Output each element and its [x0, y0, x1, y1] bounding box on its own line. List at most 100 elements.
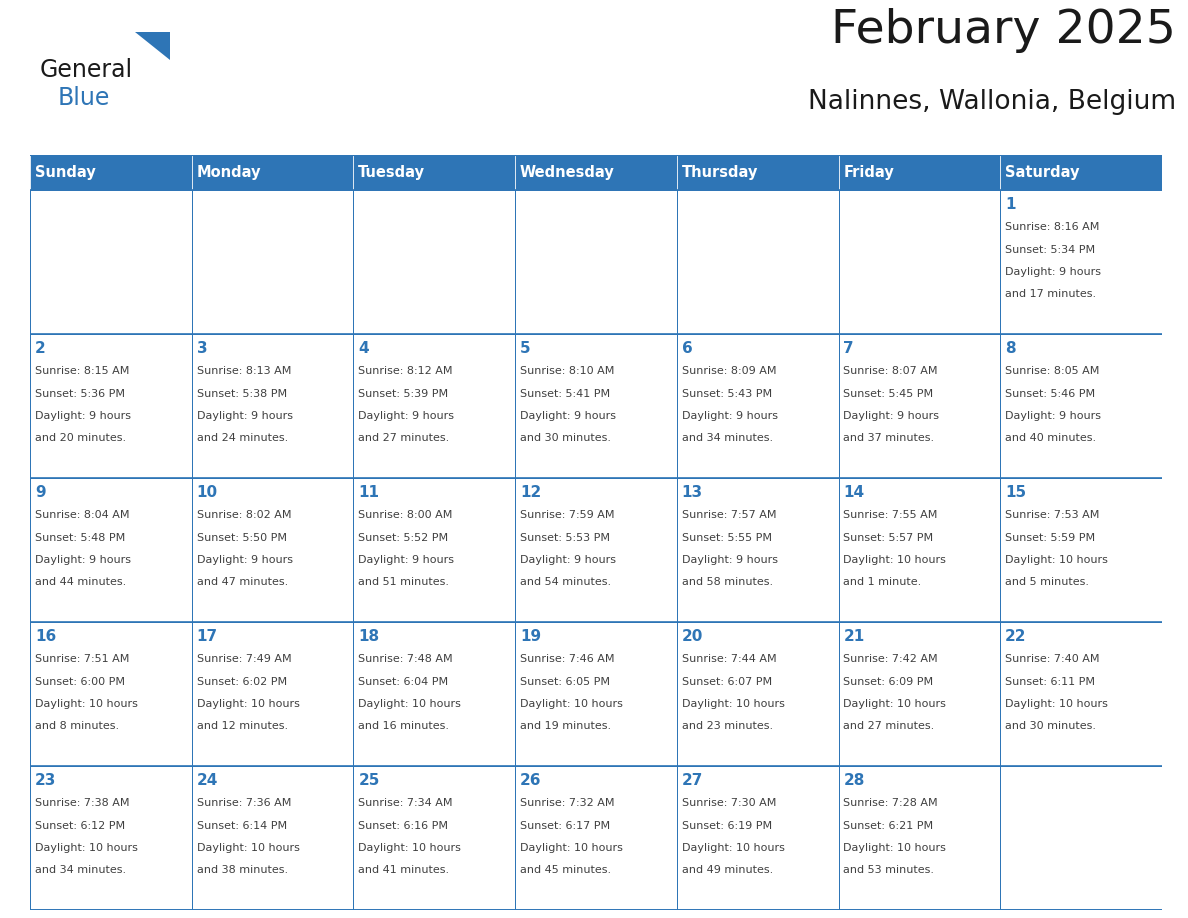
- Text: Sunrise: 7:38 AM: Sunrise: 7:38 AM: [34, 799, 129, 809]
- Text: Sunset: 5:52 PM: Sunset: 5:52 PM: [359, 532, 448, 543]
- Bar: [191, 622, 353, 766]
- Text: 17: 17: [196, 629, 217, 644]
- Text: Sunrise: 8:04 AM: Sunrise: 8:04 AM: [34, 510, 129, 521]
- Text: Blue: Blue: [58, 86, 110, 110]
- Text: Daylight: 9 hours: Daylight: 9 hours: [34, 411, 131, 421]
- Text: Daylight: 9 hours: Daylight: 9 hours: [196, 555, 292, 565]
- Text: and 20 minutes.: and 20 minutes.: [34, 433, 126, 443]
- Bar: [1000, 155, 1162, 190]
- Text: 15: 15: [1005, 486, 1026, 500]
- Text: Daylight: 10 hours: Daylight: 10 hours: [359, 699, 461, 709]
- Bar: [516, 190, 677, 334]
- Text: Sunrise: 7:57 AM: Sunrise: 7:57 AM: [682, 510, 776, 521]
- Text: Monday: Monday: [196, 165, 261, 180]
- Text: and 30 minutes.: and 30 minutes.: [1005, 722, 1097, 732]
- Text: Sunset: 5:45 PM: Sunset: 5:45 PM: [843, 388, 934, 398]
- Text: Wednesday: Wednesday: [520, 165, 614, 180]
- Bar: [839, 155, 1000, 190]
- Text: Daylight: 9 hours: Daylight: 9 hours: [520, 555, 617, 565]
- Text: Sunset: 5:48 PM: Sunset: 5:48 PM: [34, 532, 125, 543]
- Text: Sunrise: 7:49 AM: Sunrise: 7:49 AM: [196, 655, 291, 665]
- Text: Daylight: 9 hours: Daylight: 9 hours: [1005, 267, 1101, 277]
- Bar: [677, 190, 839, 334]
- Text: 9: 9: [34, 486, 45, 500]
- Text: Sunset: 5:34 PM: Sunset: 5:34 PM: [1005, 245, 1095, 254]
- Text: Sunset: 5:36 PM: Sunset: 5:36 PM: [34, 388, 125, 398]
- Bar: [516, 478, 677, 622]
- Text: 18: 18: [359, 629, 379, 644]
- Text: Sunrise: 7:28 AM: Sunrise: 7:28 AM: [843, 799, 939, 809]
- Text: Sunset: 6:05 PM: Sunset: 6:05 PM: [520, 677, 609, 687]
- Bar: [1000, 622, 1162, 766]
- Text: and 58 minutes.: and 58 minutes.: [682, 577, 773, 588]
- Text: Saturday: Saturday: [1005, 165, 1080, 180]
- Text: and 49 minutes.: and 49 minutes.: [682, 866, 773, 876]
- Text: and 38 minutes.: and 38 minutes.: [196, 866, 287, 876]
- Text: Daylight: 9 hours: Daylight: 9 hours: [359, 555, 454, 565]
- Bar: [516, 622, 677, 766]
- Bar: [191, 766, 353, 910]
- Bar: [30, 155, 191, 190]
- Text: Sunset: 6:14 PM: Sunset: 6:14 PM: [196, 821, 286, 831]
- Bar: [191, 478, 353, 622]
- Text: 2: 2: [34, 341, 45, 356]
- Text: 13: 13: [682, 486, 703, 500]
- Text: Sunrise: 8:09 AM: Sunrise: 8:09 AM: [682, 366, 776, 376]
- Text: Sunrise: 8:07 AM: Sunrise: 8:07 AM: [843, 366, 937, 376]
- Text: Sunrise: 8:12 AM: Sunrise: 8:12 AM: [359, 366, 453, 376]
- Text: and 40 minutes.: and 40 minutes.: [1005, 433, 1097, 443]
- Text: Friday: Friday: [843, 165, 895, 180]
- Text: and 27 minutes.: and 27 minutes.: [843, 722, 935, 732]
- Text: Daylight: 10 hours: Daylight: 10 hours: [843, 699, 947, 709]
- Text: Sunrise: 8:13 AM: Sunrise: 8:13 AM: [196, 366, 291, 376]
- Text: Sunrise: 8:15 AM: Sunrise: 8:15 AM: [34, 366, 129, 376]
- Polygon shape: [135, 32, 170, 60]
- Bar: [30, 190, 191, 334]
- Text: and 27 minutes.: and 27 minutes.: [359, 433, 449, 443]
- Text: 7: 7: [843, 341, 854, 356]
- Text: and 17 minutes.: and 17 minutes.: [1005, 289, 1097, 299]
- Bar: [839, 478, 1000, 622]
- Text: Daylight: 10 hours: Daylight: 10 hours: [34, 843, 138, 853]
- Text: Sunset: 5:55 PM: Sunset: 5:55 PM: [682, 532, 772, 543]
- Text: and 8 minutes.: and 8 minutes.: [34, 722, 119, 732]
- Bar: [839, 622, 1000, 766]
- Bar: [191, 334, 353, 478]
- Text: Sunset: 5:59 PM: Sunset: 5:59 PM: [1005, 532, 1095, 543]
- Text: Sunday: Sunday: [34, 165, 95, 180]
- Bar: [353, 622, 516, 766]
- Bar: [677, 622, 839, 766]
- Text: Daylight: 10 hours: Daylight: 10 hours: [196, 699, 299, 709]
- Text: Daylight: 10 hours: Daylight: 10 hours: [520, 843, 623, 853]
- Text: 8: 8: [1005, 341, 1016, 356]
- Text: and 30 minutes.: and 30 minutes.: [520, 433, 611, 443]
- Bar: [353, 766, 516, 910]
- Text: Sunrise: 7:51 AM: Sunrise: 7:51 AM: [34, 655, 129, 665]
- Text: 27: 27: [682, 773, 703, 789]
- Text: and 45 minutes.: and 45 minutes.: [520, 866, 611, 876]
- Text: and 53 minutes.: and 53 minutes.: [843, 866, 935, 876]
- Bar: [677, 155, 839, 190]
- Bar: [516, 155, 677, 190]
- Text: Sunset: 6:07 PM: Sunset: 6:07 PM: [682, 677, 772, 687]
- Text: and 1 minute.: and 1 minute.: [843, 577, 922, 588]
- Bar: [516, 766, 677, 910]
- Text: Sunrise: 7:30 AM: Sunrise: 7:30 AM: [682, 799, 776, 809]
- Bar: [839, 190, 1000, 334]
- Text: Sunset: 5:43 PM: Sunset: 5:43 PM: [682, 388, 772, 398]
- Text: and 12 minutes.: and 12 minutes.: [196, 722, 287, 732]
- Text: Daylight: 10 hours: Daylight: 10 hours: [34, 699, 138, 709]
- Text: Sunset: 6:09 PM: Sunset: 6:09 PM: [843, 677, 934, 687]
- Text: Daylight: 10 hours: Daylight: 10 hours: [1005, 555, 1108, 565]
- Text: 6: 6: [682, 341, 693, 356]
- Text: Daylight: 10 hours: Daylight: 10 hours: [359, 843, 461, 853]
- Text: General: General: [40, 58, 133, 82]
- Text: Daylight: 10 hours: Daylight: 10 hours: [520, 699, 623, 709]
- Text: Sunset: 6:02 PM: Sunset: 6:02 PM: [196, 677, 286, 687]
- Bar: [353, 334, 516, 478]
- Text: Sunset: 5:41 PM: Sunset: 5:41 PM: [520, 388, 611, 398]
- Bar: [353, 190, 516, 334]
- Bar: [516, 334, 677, 478]
- Text: Daylight: 10 hours: Daylight: 10 hours: [843, 843, 947, 853]
- Text: Sunset: 6:17 PM: Sunset: 6:17 PM: [520, 821, 611, 831]
